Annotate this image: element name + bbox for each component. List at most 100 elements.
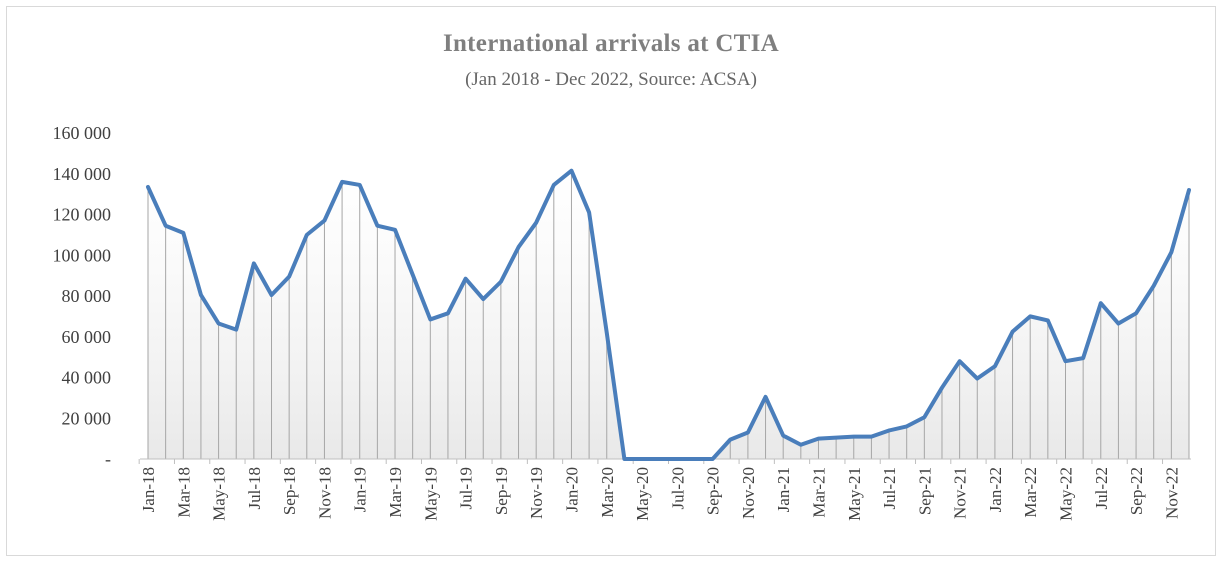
data-point xyxy=(905,424,909,428)
x-tick-label: Sep-20 xyxy=(704,467,723,515)
data-point xyxy=(1081,356,1085,360)
data-point xyxy=(622,457,626,461)
x-tick-label: Jan-20 xyxy=(562,467,581,512)
series-line xyxy=(146,168,1191,461)
data-point xyxy=(605,331,609,335)
data-point xyxy=(199,293,203,297)
y-axis: - 20 000 40 000 60 000 80 000 100 000 120 000 1… xyxy=(53,123,112,469)
data-point xyxy=(305,233,309,237)
data-point xyxy=(146,185,150,189)
x-tick-label: Mar-20 xyxy=(598,467,617,518)
data-point xyxy=(675,457,679,461)
x-tick-label: Nov-19 xyxy=(527,467,546,519)
x-tick-label: Jan-21 xyxy=(774,467,793,512)
data-point xyxy=(887,428,891,432)
data-point xyxy=(1099,301,1103,305)
data-point xyxy=(834,436,838,440)
series-group xyxy=(146,168,1191,461)
data-point xyxy=(869,435,873,439)
x-tick-label: May-19 xyxy=(421,467,440,521)
y-tick-label: 40 000 xyxy=(62,368,112,388)
data-point xyxy=(287,275,291,279)
chart-frame xyxy=(6,6,1216,556)
y-tick-label: 140 000 xyxy=(53,164,112,184)
data-point xyxy=(1063,359,1067,363)
data-point xyxy=(569,169,573,173)
data-point xyxy=(728,438,732,442)
x-tick-label: Nov-18 xyxy=(315,467,334,519)
chart-subtitle: (Jan 2018 - Dec 2022, Source: ACSA) xyxy=(465,69,757,90)
data-point xyxy=(1011,330,1015,334)
x-tick-label: May-20 xyxy=(633,467,652,521)
data-point xyxy=(428,317,432,321)
x-tick-label: May-21 xyxy=(845,467,864,521)
x-tick-label: Jan-19 xyxy=(351,467,370,512)
data-point xyxy=(587,210,591,214)
data-point xyxy=(781,434,785,438)
x-tick-label: Nov-22 xyxy=(1162,467,1181,519)
data-point xyxy=(1116,322,1120,326)
x-tick-label: Nov-21 xyxy=(951,467,970,519)
data-point xyxy=(375,224,379,228)
area-fill xyxy=(148,170,1189,459)
data-point xyxy=(1152,284,1156,288)
data-point xyxy=(517,245,521,249)
data-point xyxy=(640,457,644,461)
x-axis: Jan-18 Mar-18 May-18 Jul-18 Sep-18 Nov-18 Jan-… xyxy=(138,458,1191,521)
x-tick-label: Mar-22 xyxy=(1021,467,1040,518)
plot-area xyxy=(148,170,1189,459)
y-tick-label: 60 000 xyxy=(62,327,112,347)
data-point xyxy=(711,457,715,461)
data-point xyxy=(693,457,697,461)
data-point xyxy=(1169,250,1173,254)
data-point xyxy=(164,224,168,228)
data-point xyxy=(181,231,185,235)
x-tick-label: Jul-19 xyxy=(457,467,476,510)
x-tick-label: Jul-22 xyxy=(1092,467,1111,510)
x-tick-label: Sep-18 xyxy=(280,467,299,515)
data-point xyxy=(234,328,238,332)
y-tick-label: 100 000 xyxy=(53,245,112,265)
x-tick-label: Jul-20 xyxy=(668,467,687,510)
data-point xyxy=(217,322,221,326)
x-tick-label: Jul-21 xyxy=(880,467,899,510)
x-tick-label: May-22 xyxy=(1056,467,1075,521)
y-tick-label: 80 000 xyxy=(62,286,112,306)
y-tick-label: 120 000 xyxy=(53,205,112,225)
data-point xyxy=(393,228,397,232)
data-point xyxy=(764,395,768,399)
x-tick-label: Mar-19 xyxy=(386,467,405,518)
data-point xyxy=(358,183,362,187)
x-tick-label: Sep-19 xyxy=(492,467,511,515)
data-point xyxy=(1028,314,1032,318)
x-tick-label: Jul-18 xyxy=(245,467,264,510)
data-point xyxy=(975,377,979,381)
data-point xyxy=(1187,188,1191,192)
x-tick-label: Nov-20 xyxy=(739,467,758,519)
y-tick-label: 160 000 xyxy=(53,123,112,143)
data-point xyxy=(799,443,803,447)
data-point xyxy=(922,415,926,419)
chart-title: International arrivals at CTIA xyxy=(442,30,780,57)
data-point xyxy=(958,359,962,363)
data-point xyxy=(270,293,274,297)
y-tick-label: 20 000 xyxy=(62,408,112,428)
x-tick-label: Sep-21 xyxy=(915,467,934,515)
data-point xyxy=(499,280,503,284)
x-tick-label: Mar-21 xyxy=(809,467,828,518)
y-tick-label: - xyxy=(105,449,111,469)
x-tick-label: Sep-22 xyxy=(1127,467,1146,515)
data-point xyxy=(940,386,944,390)
data-point xyxy=(340,180,344,184)
data-point xyxy=(1134,311,1138,315)
data-point xyxy=(464,277,468,281)
data-point xyxy=(658,457,662,461)
data-point xyxy=(816,437,820,441)
data-point xyxy=(446,311,450,315)
drop-lines xyxy=(147,170,1190,459)
x-tick-label: May-18 xyxy=(210,467,229,521)
data-point xyxy=(746,431,750,435)
data-point xyxy=(481,297,485,301)
x-tick-label: Mar-18 xyxy=(174,467,193,518)
